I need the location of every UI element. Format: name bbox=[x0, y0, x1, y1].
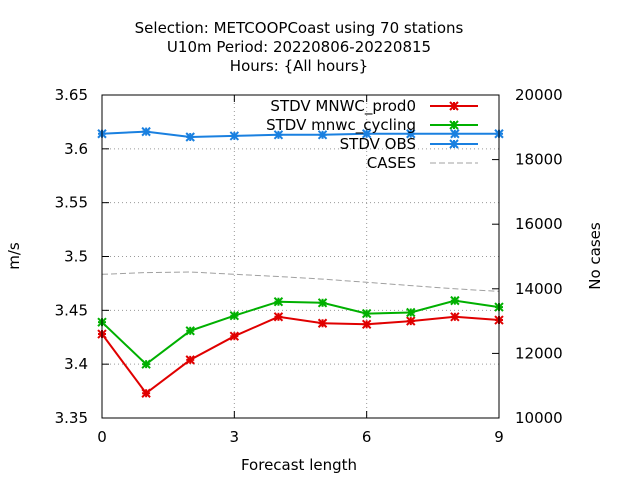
legend-marker bbox=[449, 139, 459, 149]
data-point bbox=[229, 331, 240, 341]
y2-tick-labels: 10000 12000 14000 16000 18000 20000 bbox=[515, 86, 563, 427]
series-line bbox=[101, 299, 500, 366]
y2-tick-label: 18000 bbox=[515, 151, 563, 169]
data-point bbox=[273, 130, 284, 140]
data-point bbox=[185, 326, 195, 336]
y2-axis-label: No cases bbox=[586, 222, 604, 290]
data-point bbox=[450, 295, 460, 306]
data-point bbox=[317, 318, 328, 328]
legend-label: CASES bbox=[367, 154, 416, 172]
x-tick-labels: 0 3 6 9 bbox=[97, 428, 504, 446]
data-point bbox=[406, 129, 416, 139]
x-tick-label: 3 bbox=[230, 428, 240, 446]
data-point bbox=[141, 388, 151, 398]
y-tick-label: 3.35 bbox=[55, 409, 88, 427]
y-tick-label: 3.6 bbox=[64, 140, 88, 158]
data-point bbox=[141, 126, 151, 137]
series-0 bbox=[97, 312, 504, 398]
data-point bbox=[229, 131, 240, 141]
chart-title: Selection: METCOOPCoast using 70 station… bbox=[135, 19, 464, 75]
y2-tick-label: 16000 bbox=[515, 215, 563, 233]
y-axis-label: m/s bbox=[5, 242, 23, 270]
series-line bbox=[101, 130, 499, 139]
data-point bbox=[141, 359, 151, 369]
legend-item: STDV mnwc_cycling bbox=[266, 116, 478, 135]
series-3 bbox=[101, 271, 500, 292]
legend-label: STDV mnwc_cycling bbox=[266, 116, 416, 135]
data-point bbox=[185, 355, 195, 365]
y-tick-label: 3.55 bbox=[55, 194, 88, 212]
legend-label: STDV OBS bbox=[340, 135, 416, 153]
chart-title-line-2: U10m Period: 20220806-20220815 bbox=[167, 38, 431, 56]
x-tick-label: 0 bbox=[97, 428, 107, 446]
y-tick-label: 3.65 bbox=[55, 86, 88, 104]
chart-title-line-1: Selection: METCOOPCoast using 70 station… bbox=[135, 19, 464, 37]
data-point bbox=[361, 129, 372, 139]
legend-label: STDV MNWC_prod0 bbox=[270, 97, 416, 116]
y2-tick-label: 20000 bbox=[515, 86, 563, 104]
series-line bbox=[101, 271, 500, 292]
plot-series bbox=[97, 126, 504, 398]
x-axis-label: Forecast length bbox=[241, 456, 357, 474]
data-point bbox=[317, 130, 328, 140]
x-tick-label: 6 bbox=[362, 428, 372, 446]
y2-tick-label: 14000 bbox=[515, 280, 563, 298]
y-tick-label: 3.5 bbox=[64, 248, 88, 266]
series-line bbox=[101, 315, 500, 395]
y2-tick-label: 10000 bbox=[515, 409, 563, 427]
data-point bbox=[229, 311, 240, 321]
data-point bbox=[185, 132, 195, 142]
data-point bbox=[273, 312, 284, 322]
y-tick-label: 3.45 bbox=[55, 301, 88, 319]
data-point bbox=[450, 129, 460, 139]
legend-item: STDV MNWC_prod0 bbox=[270, 97, 478, 116]
legend-item: STDV OBS bbox=[340, 135, 478, 153]
data-point bbox=[406, 307, 416, 318]
x-tick-label: 9 bbox=[494, 428, 504, 446]
data-point bbox=[450, 312, 460, 322]
y2-tick-label: 12000 bbox=[515, 344, 563, 362]
legend-marker bbox=[449, 120, 459, 130]
chart-title-line-3: Hours: {All hours} bbox=[230, 57, 368, 75]
y-tick-label: 3.4 bbox=[64, 355, 88, 373]
data-point bbox=[361, 308, 372, 319]
data-point bbox=[273, 297, 284, 307]
axis-ticks bbox=[101, 94, 500, 419]
legend-item: CASES bbox=[367, 154, 478, 172]
data-point bbox=[361, 319, 372, 330]
legend-marker bbox=[449, 101, 459, 111]
series-1 bbox=[97, 295, 504, 369]
data-point bbox=[406, 316, 416, 326]
data-point bbox=[317, 298, 328, 308]
y-tick-labels: 3.35 3.4 3.45 3.5 3.55 3.6 3.65 bbox=[55, 86, 88, 427]
